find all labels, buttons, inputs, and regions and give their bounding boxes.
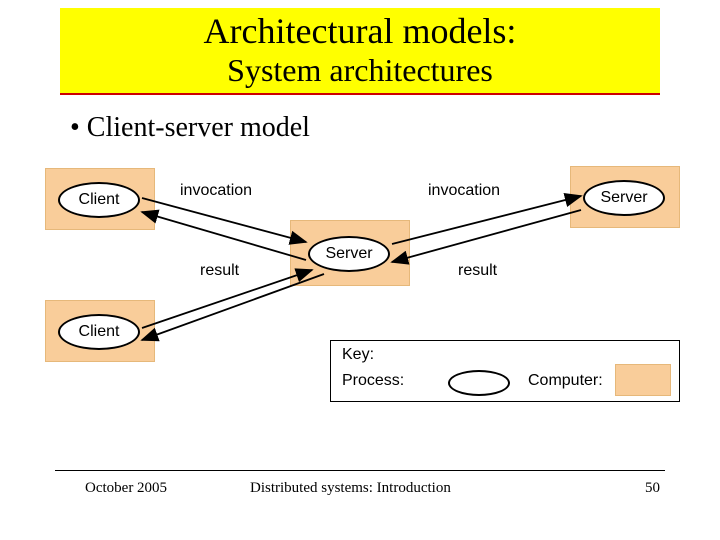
edge-label: result: [200, 262, 239, 280]
process-client1: Client: [58, 182, 140, 218]
client-server-diagram: Client Server Server Client invocation resul…: [30, 160, 690, 440]
legend-computer-label: Computer:: [528, 372, 603, 390]
process-client2: Client: [58, 314, 140, 350]
legend-computer-icon: [615, 364, 671, 396]
title-block: Architectural models: System architectur…: [60, 8, 660, 95]
process-server2: Server: [583, 180, 665, 216]
process-server1: Server: [308, 236, 390, 272]
footer-date: October 2005: [85, 480, 167, 497]
title-main: Architectural models:: [60, 10, 660, 52]
footer-divider: [55, 470, 665, 471]
edge-label: invocation: [180, 182, 252, 200]
title-subtitle: System architectures: [60, 52, 660, 89]
edge-label: invocation: [428, 182, 500, 200]
bullet-client-server: • Client-server model: [70, 112, 310, 144]
legend-key-label: Key:: [342, 346, 374, 364]
footer-title: Distributed systems: Introduction: [250, 480, 451, 497]
edge-label: result: [458, 262, 497, 280]
legend-process-icon: [448, 370, 510, 396]
footer-page-number: 50: [645, 480, 660, 497]
legend-process-label: Process:: [342, 372, 404, 390]
